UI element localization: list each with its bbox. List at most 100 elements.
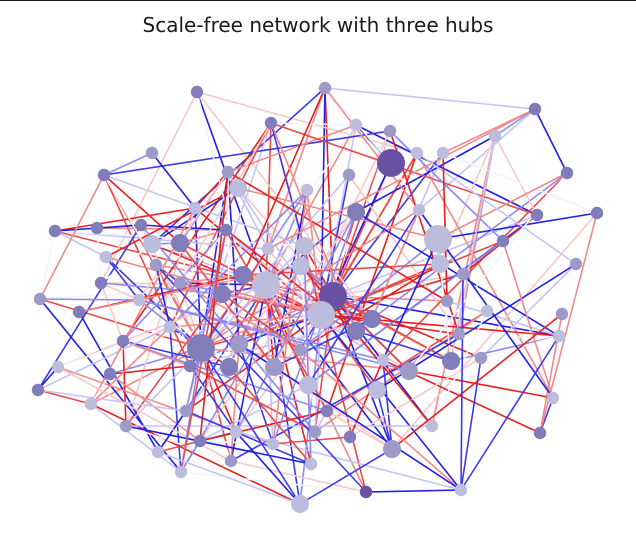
network-node <box>51 360 65 374</box>
network-edge <box>122 340 328 412</box>
network-edge <box>442 152 598 214</box>
network-node <box>33 292 47 306</box>
network-edge <box>534 108 568 174</box>
network-edge <box>100 243 153 284</box>
network-edge <box>54 207 196 232</box>
network-node <box>342 168 356 182</box>
network-node <box>163 320 177 334</box>
network-edge <box>37 389 187 412</box>
network-node <box>300 183 314 197</box>
network-edge <box>299 263 441 351</box>
network-edge <box>272 189 308 445</box>
network-edge <box>54 230 269 250</box>
network-edge <box>199 211 357 442</box>
network-edge <box>237 187 439 240</box>
network-edge <box>122 122 272 342</box>
network-node <box>187 334 215 362</box>
network-node <box>190 85 204 99</box>
network-edge <box>194 171 229 209</box>
network-node <box>103 367 117 381</box>
network-node <box>496 234 510 248</box>
network-edge <box>320 314 560 337</box>
network-node <box>149 258 163 272</box>
network-edge <box>270 122 305 247</box>
network-edge <box>307 209 420 386</box>
network-edge <box>502 240 554 399</box>
network-edge <box>306 189 322 316</box>
network-node <box>359 485 373 499</box>
network-edge <box>450 335 560 362</box>
network-node <box>221 165 235 179</box>
network-edge <box>103 174 191 367</box>
network-edge <box>96 227 102 284</box>
network-edge <box>408 172 568 372</box>
network-node <box>349 118 363 132</box>
network-node <box>320 404 334 418</box>
network-edge <box>140 224 316 433</box>
network-edge <box>303 245 373 320</box>
network-node <box>48 224 62 238</box>
network-node <box>442 352 460 370</box>
network-edge <box>103 152 153 176</box>
network-edge <box>270 122 538 216</box>
network-edge <box>140 224 227 231</box>
network-node <box>590 206 604 220</box>
network-node <box>219 223 233 237</box>
network-node <box>480 304 494 318</box>
network-edge <box>324 87 536 110</box>
network-node <box>431 255 449 273</box>
network-edge <box>437 212 598 240</box>
network-edge <box>155 264 171 328</box>
network-edge <box>480 263 577 359</box>
network-edge <box>324 87 420 211</box>
network-edge <box>199 410 328 442</box>
network-node <box>132 293 146 307</box>
network-node <box>84 397 98 411</box>
network-node <box>400 362 418 380</box>
network-node <box>383 440 401 458</box>
network-node <box>134 218 148 232</box>
network-edge <box>122 340 127 427</box>
network-edge <box>122 340 191 367</box>
network-edge <box>103 130 391 176</box>
network-edge <box>96 227 227 231</box>
figure-title: Scale-free network with three hubs <box>142 13 494 37</box>
network-node <box>347 322 365 340</box>
network-edge <box>157 410 187 453</box>
network-edge <box>326 410 393 450</box>
network-node <box>555 307 569 321</box>
network-edge <box>189 365 316 433</box>
network-edge <box>408 370 554 399</box>
network-edge <box>109 373 201 442</box>
network-edge <box>303 245 312 465</box>
network-node <box>293 343 307 357</box>
network-node <box>425 419 439 433</box>
network-node <box>116 334 130 348</box>
network-edge <box>349 357 482 438</box>
node-layer <box>31 81 604 513</box>
network-edge <box>169 326 182 473</box>
network-edge <box>382 238 439 361</box>
network-node <box>224 454 238 468</box>
network-edge <box>460 357 482 491</box>
network-node <box>264 116 278 130</box>
network-node <box>179 404 193 418</box>
network-node <box>31 383 45 397</box>
network-edge <box>155 264 367 493</box>
network-edge <box>122 340 230 368</box>
network-edge <box>39 298 140 301</box>
network-edge <box>314 314 322 433</box>
network-edge <box>299 349 462 491</box>
network-edge <box>371 209 420 320</box>
network-edge <box>169 314 322 328</box>
network-edge <box>227 171 448 302</box>
network-node <box>90 221 104 235</box>
network-node <box>440 294 454 308</box>
network-edge <box>189 365 237 433</box>
network-node <box>452 327 466 341</box>
network-edge <box>57 326 171 368</box>
network-edge <box>270 122 357 126</box>
network-node <box>234 266 252 284</box>
